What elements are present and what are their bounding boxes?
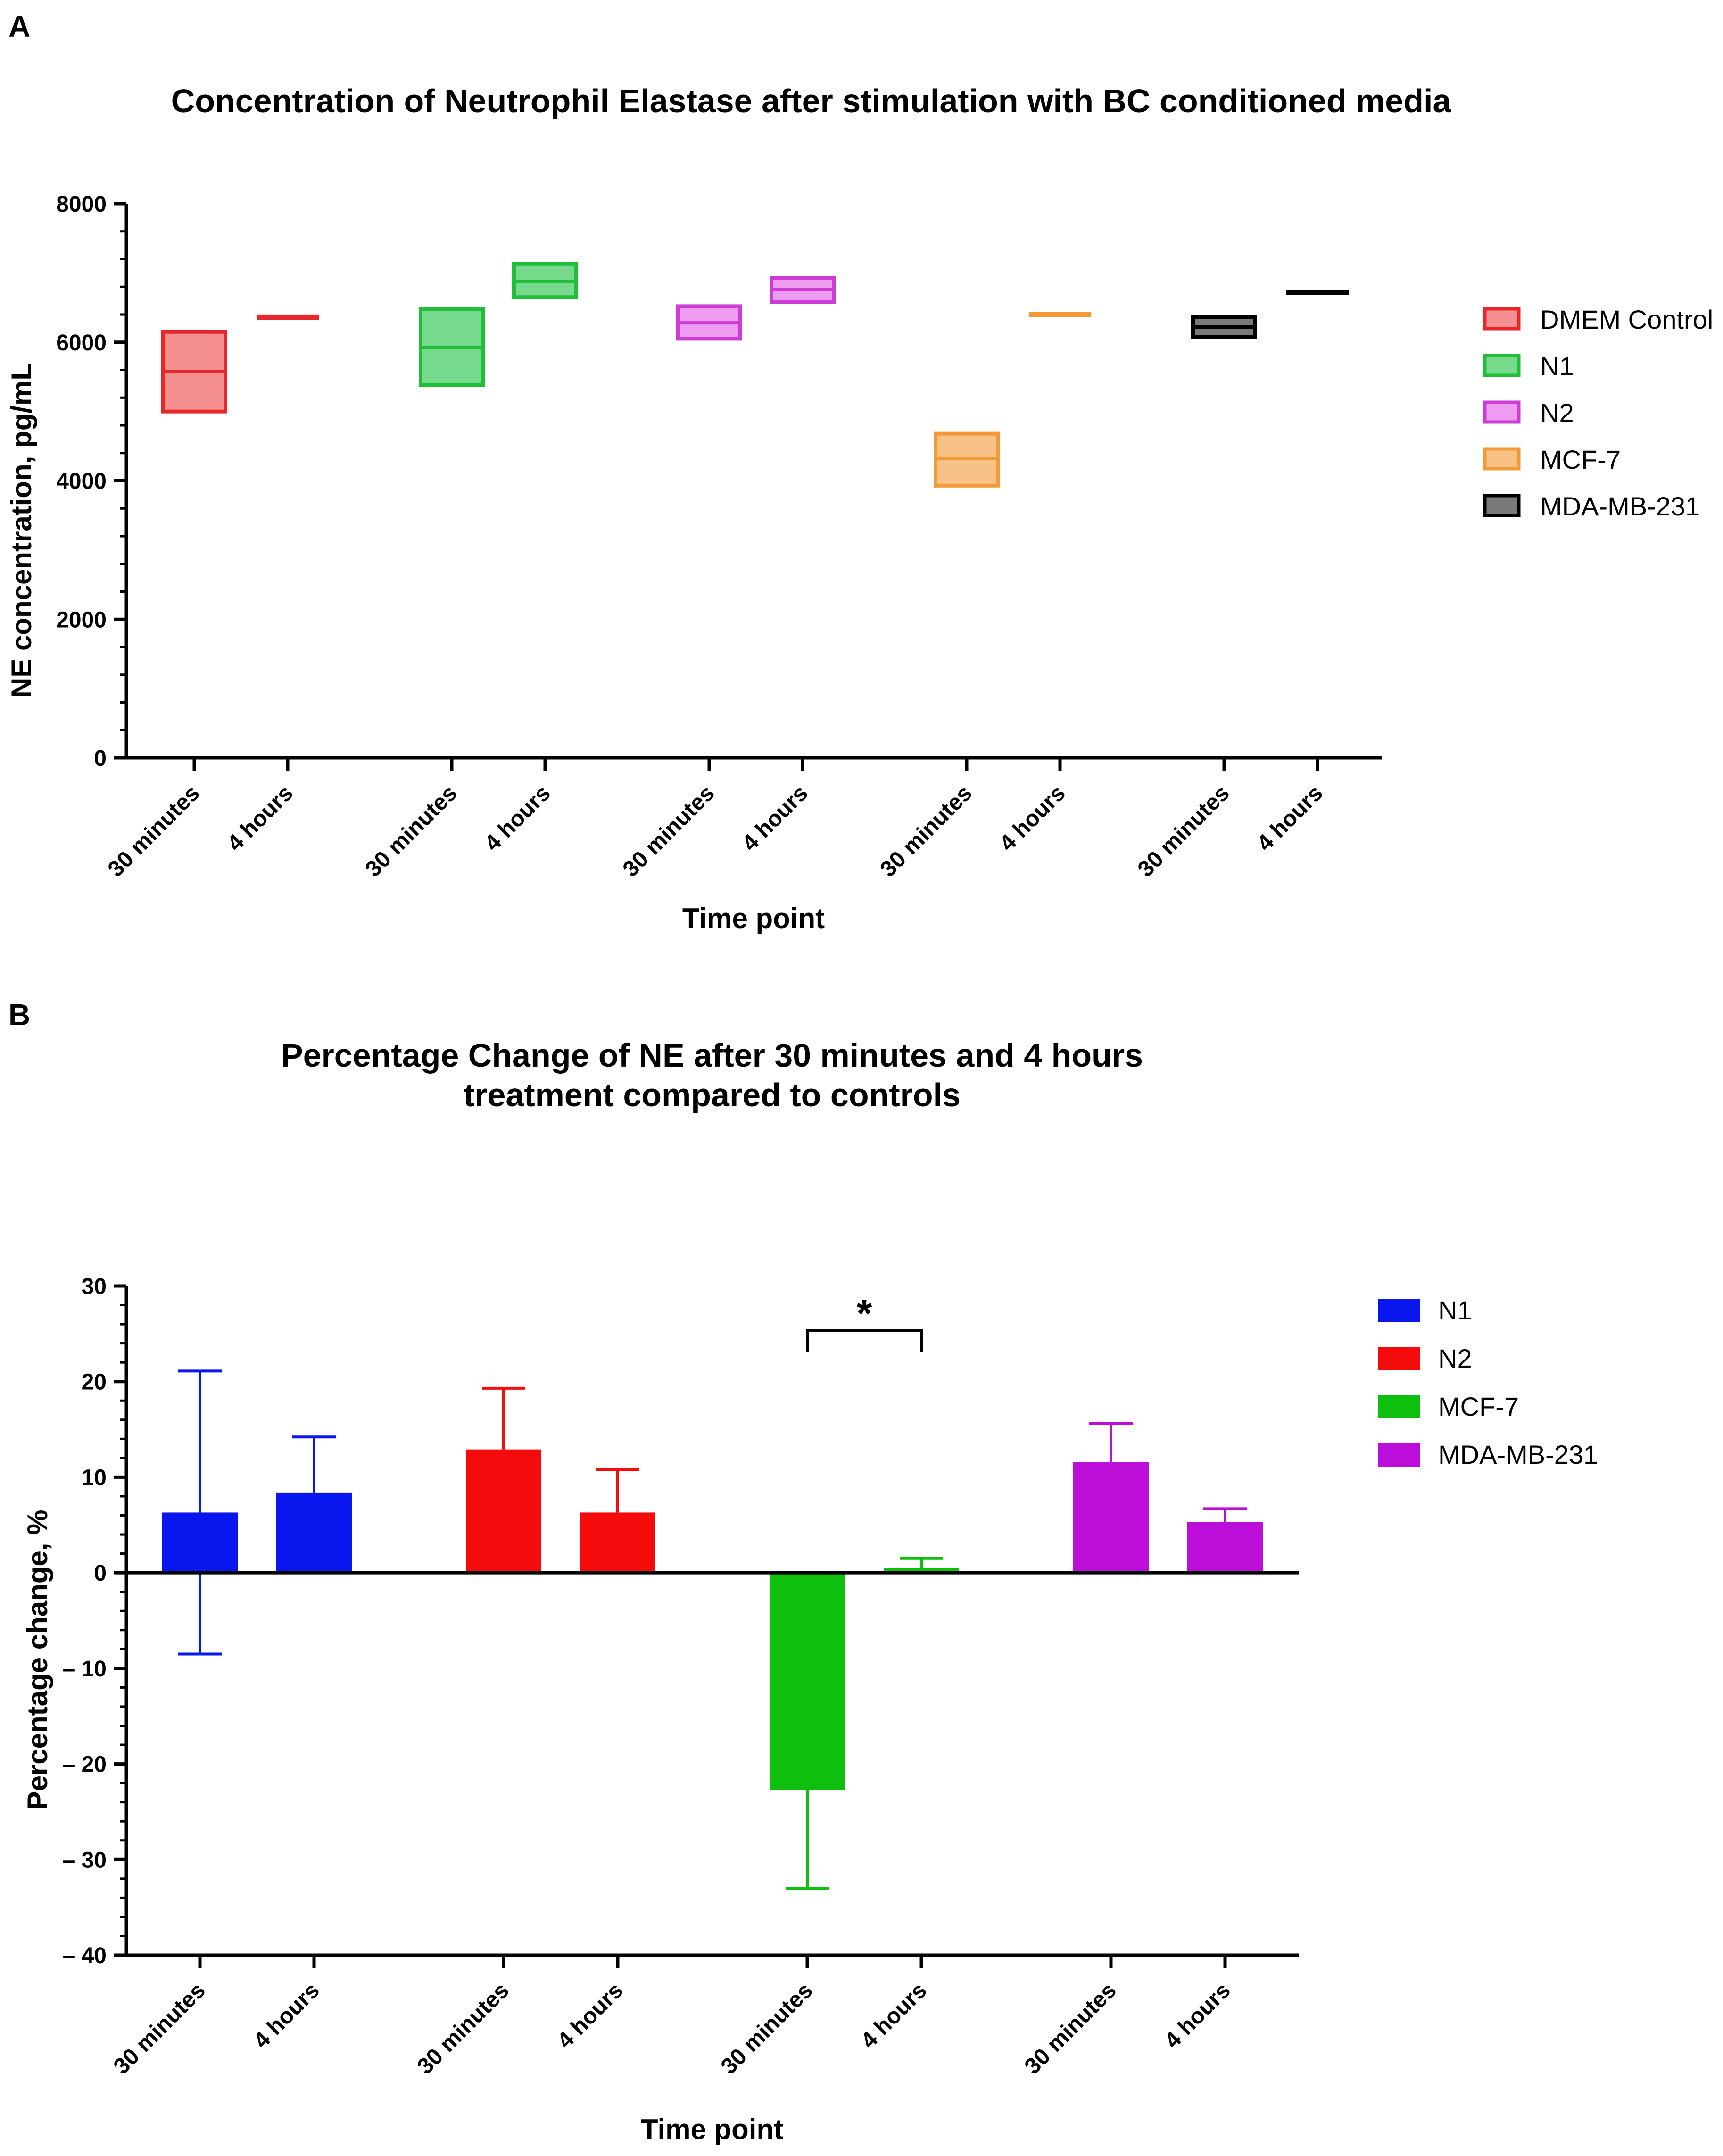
chart-a-bar-mcf-7-4h: [1029, 312, 1091, 317]
chart-b-legend-label: MCF-7: [1438, 1392, 1519, 1421]
chart-b-bar: [466, 1449, 541, 1573]
chart-b-legend-label: N1: [1438, 1295, 1472, 1325]
chart-b-y-tick-label: 10: [82, 1465, 107, 1490]
chart-a-legend-swatch: [1483, 307, 1521, 331]
chart-b-legend-swatch: [1378, 1299, 1420, 1322]
chart-a-bar-dmem-control-30min: [161, 330, 227, 414]
chart-b-x-tick-label: 30 minutes: [716, 1978, 818, 2079]
chart-b-y-tick-label: – 30: [63, 1848, 107, 1873]
chart-a-legend-label: MDA-MB-231: [1540, 491, 1700, 521]
chart-b-bar-n1-4h: [276, 1435, 352, 1573]
chart-b-legend-swatch: [1378, 1347, 1420, 1370]
chart-b-y-tick-label: – 40: [63, 1943, 107, 1968]
chart-a-y-tick-label: 8000: [56, 192, 107, 217]
chart-b-bar-n1-30min: [162, 1369, 238, 1656]
chart-b-y-tick-label: 0: [94, 1561, 107, 1586]
panel-b-letter: B: [8, 998, 30, 1032]
panel-a-letter: A: [8, 9, 30, 43]
chart-a-x-tick-label: 4 hours: [737, 780, 813, 856]
chart-b-bar-mcf-7-4h: [884, 1557, 959, 1573]
chart-b-title-line-1: Percentage Change of NE after 30 minutes…: [281, 1037, 1143, 1074]
chart-a-x-tick-label: 30 minutes: [618, 780, 720, 882]
chart-b-bar: [580, 1512, 655, 1573]
chart-a-legend-swatch: [1483, 354, 1521, 377]
chart-b-y-tick-label: 20: [82, 1370, 107, 1395]
chart-a-bar-dmem-control-4h: [257, 314, 319, 320]
chart-b-bar: [884, 1568, 959, 1573]
chart-b-bar: [770, 1573, 845, 1790]
chart-a-box: [257, 314, 319, 320]
chart-a-bar-n2-30min: [676, 304, 742, 341]
chart-a-y-tick-label: 4000: [56, 469, 107, 494]
chart-a-x-tick-label: 4 hours: [995, 780, 1070, 856]
chart-b-legend: N1 N2 MCF-7 MDA-MB-231: [1378, 1295, 1598, 1469]
chart-b-y-tick-label: – 10: [63, 1657, 107, 1682]
chart-a-y-tick-label: 0: [94, 746, 107, 771]
chart-b-bar-mcf-7-30min: [770, 1573, 845, 1890]
chart-b-x-tick-label: 4 hours: [553, 1978, 628, 2053]
chart-a-x-axis-label: Time point: [682, 903, 825, 934]
chart-b-bar: [1187, 1522, 1263, 1573]
chart-b-legend-swatch: [1378, 1443, 1420, 1467]
chart-a-y-tick-label: 2000: [56, 607, 107, 632]
chart-a-x-ticks: 30 minutes 4 hours 30 minutes 4 hours 30 min…: [103, 758, 1328, 882]
chart-b-x-ticks: 30 minutes 4 hours 30 minutes 4 hours 30 min…: [109, 1955, 1235, 2079]
chart-a-legend-swatch: [1483, 400, 1521, 424]
chart-b-title-line-2: treatment compared to controls: [464, 1077, 961, 1113]
chart-a-bar-n2-4h: [770, 276, 836, 304]
chart-b-legend-swatch: [1378, 1395, 1420, 1418]
chart-a-x-tick-label: 4 hours: [223, 780, 298, 856]
chart-b-x-tick-label: 4 hours: [856, 1978, 932, 2053]
chart-b-bar: [276, 1492, 352, 1573]
chart-a-legend: DMEM Control N1 N2 MCF-7 MDA-MB-231: [1483, 305, 1713, 521]
chart-b-y-tick-label: 30: [82, 1274, 107, 1299]
chart-b-y-axis-label: Percentage change, %: [22, 1510, 53, 1810]
chart-a-box: [1029, 312, 1091, 317]
chart-b-bar: [1073, 1461, 1149, 1573]
chart-a-legend-label: DMEM Control: [1540, 305, 1713, 334]
chart-a-plot: 0 2000 4000 6000 8000: [56, 192, 1382, 771]
chart-a-x-tick-label: 30 minutes: [1133, 780, 1234, 882]
chart-a-y-axis-label: NE concentration, pg/mL: [6, 363, 37, 698]
chart-b-x-tick-label: 30 minutes: [413, 1978, 514, 2079]
chart-a-x-tick-label: 30 minutes: [361, 780, 462, 882]
chart-b-x-tick-label: 30 minutes: [1020, 1978, 1121, 2079]
chart-a-legend-label: MCF-7: [1540, 445, 1621, 474]
chart-b-bar-mda-mb-231-30min: [1073, 1422, 1149, 1573]
chart-a-legend-label: N2: [1540, 398, 1574, 428]
chart-a-bar-mda-mb-231-4h: [1286, 290, 1349, 295]
chart-b-x-tick-label: 4 hours: [1160, 1978, 1235, 2053]
chart-b-x-tick-label: 30 minutes: [109, 1978, 210, 2079]
chart-b-bar-n2-30min: [466, 1386, 541, 1573]
chart-b-plot: 30 20 10 0 – 10 – 20 – 30 – 40 *: [63, 1274, 1299, 1968]
chart-b-legend-label: MDA-MB-231: [1438, 1440, 1598, 1469]
chart-b-significance-star: *: [857, 1291, 872, 1335]
chart-a-bar-mda-mb-231-30min: [1191, 315, 1257, 339]
chart-b-x-tick-label: 4 hours: [249, 1978, 324, 2053]
chart-a-bar-mcf-7-30min: [934, 431, 1000, 488]
chart-b-bar-mda-mb-231-4h: [1187, 1507, 1263, 1573]
chart-b-legend-label: N2: [1438, 1343, 1472, 1373]
chart-b-significance-bracket: [806, 1329, 923, 1352]
chart-a-x-tick-label: 4 hours: [1252, 780, 1328, 856]
chart-b-y-tick-label: – 20: [63, 1752, 107, 1777]
chart-a-y-tick-label: 6000: [56, 331, 107, 356]
chart-a-bar-n1-30min: [419, 307, 485, 387]
chart-a-x-tick-label: 4 hours: [480, 780, 555, 856]
chart-a-title: Concentration of Neutrophil Elastase aft…: [171, 83, 1452, 119]
chart-b-x-axis-label: Time point: [641, 2114, 783, 2145]
chart-a-legend-label: N1: [1540, 351, 1574, 381]
chart-a-legend-swatch: [1483, 494, 1521, 517]
chart-b-bar-n2-4h: [580, 1468, 655, 1573]
chart-a-x-tick-label: 30 minutes: [103, 780, 205, 882]
chart-a-legend-swatch: [1483, 447, 1521, 471]
chart-a-x-tick-label: 30 minutes: [876, 780, 977, 882]
chart-a-box: [1286, 290, 1349, 295]
chart-a-bar-n1-4h: [512, 262, 578, 299]
